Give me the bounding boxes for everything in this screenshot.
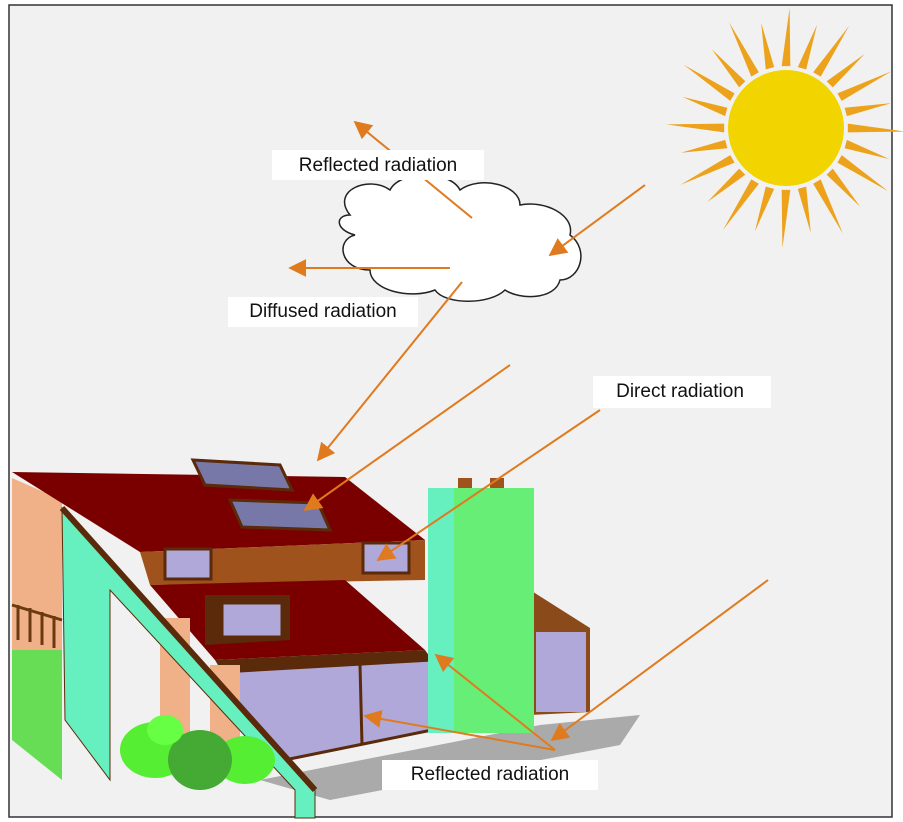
label: Reflected radiation — [411, 764, 569, 785]
skylight — [230, 500, 330, 530]
diagram: Reflected radiation Diffused radiation D… — [0, 0, 903, 822]
label: Diffused radiation — [249, 301, 397, 322]
page: Reflected radiation Diffused radiation D… — [0, 0, 903, 822]
label: Reflected radiation — [299, 155, 457, 176]
skylight — [193, 460, 292, 490]
sun-disc — [728, 70, 844, 186]
window — [536, 632, 586, 712]
window — [165, 549, 211, 579]
label: Direct radiation — [616, 381, 744, 402]
window — [222, 603, 282, 637]
window — [363, 543, 409, 573]
